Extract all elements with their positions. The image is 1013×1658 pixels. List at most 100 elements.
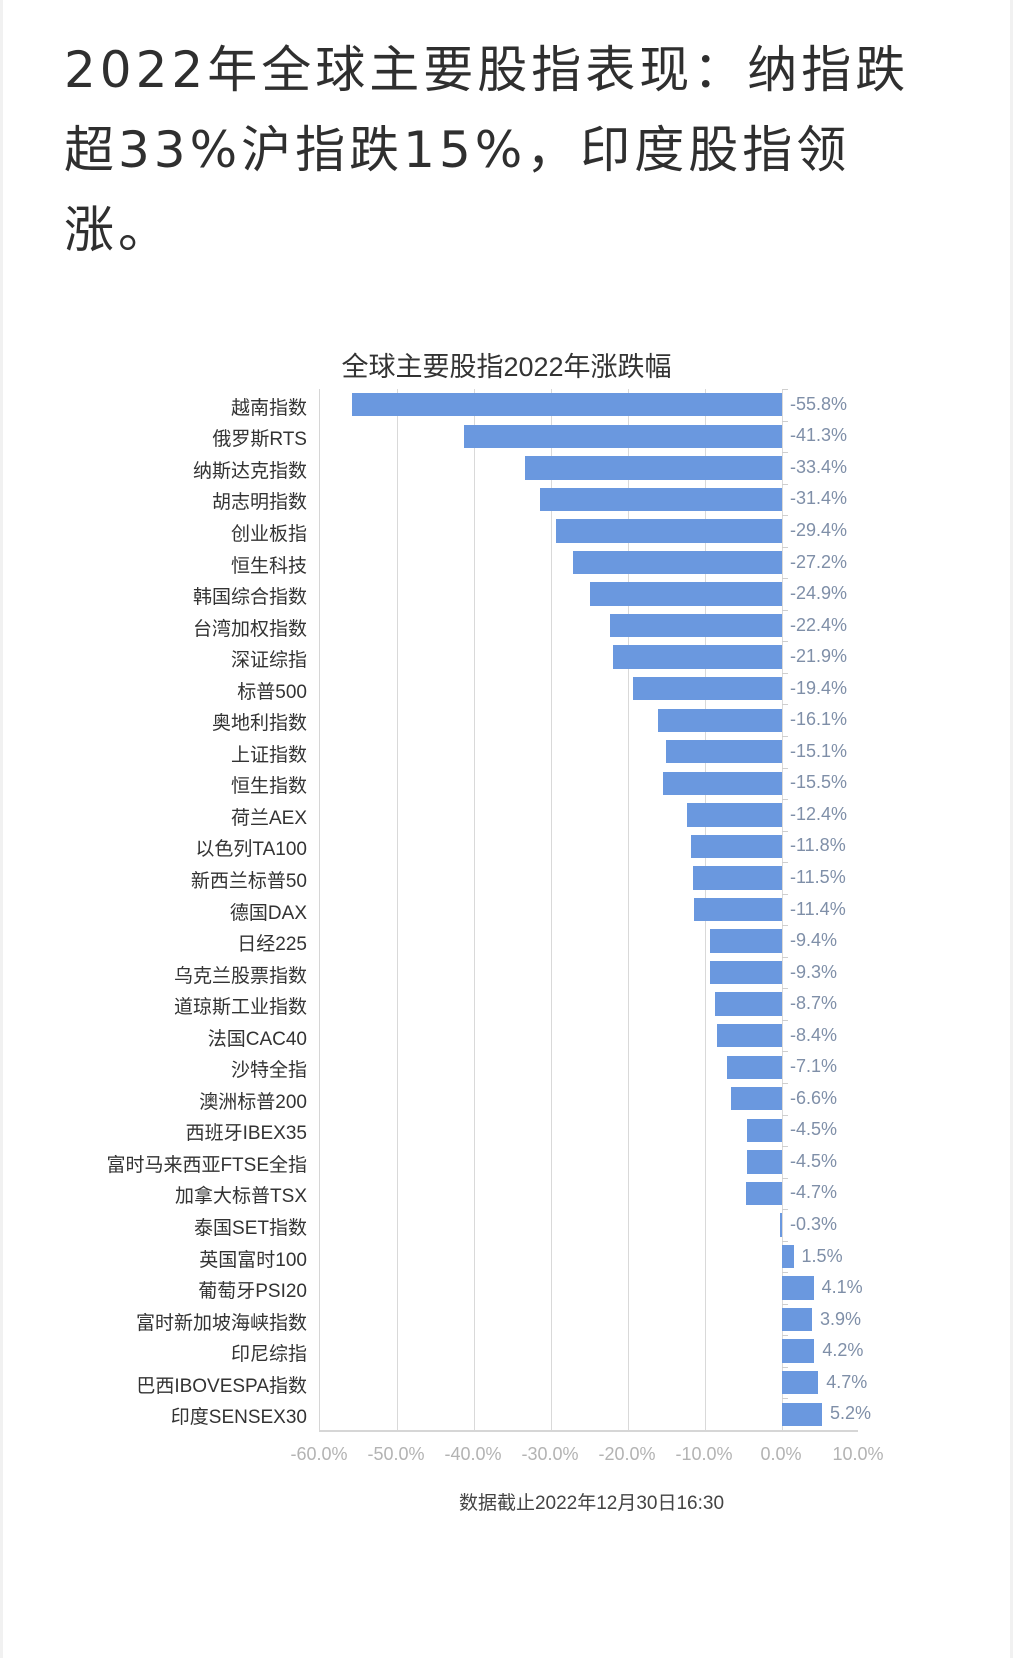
bar bbox=[662, 771, 782, 795]
axis-tick-mark bbox=[782, 799, 788, 801]
category-label: 印度SENSEX30 bbox=[170, 1407, 307, 1429]
category-label: 越南指数 bbox=[230, 397, 307, 419]
axis-tick-mark bbox=[782, 1240, 788, 1242]
value-label: -11.5% bbox=[790, 866, 846, 887]
category-label: 印尼综指 bbox=[230, 1344, 307, 1366]
value-label: -55.8% bbox=[790, 393, 848, 414]
value-label: -9.4% bbox=[790, 930, 838, 951]
value-label: -24.9% bbox=[790, 583, 848, 604]
axis-tick-mark bbox=[782, 1083, 788, 1084]
value-label: -9.3% bbox=[790, 961, 838, 982]
bar bbox=[745, 1181, 782, 1206]
axis-tick-mark bbox=[782, 1272, 788, 1274]
axis-tick-mark bbox=[782, 925, 788, 927]
bar bbox=[747, 1150, 782, 1174]
axis-tick-mark bbox=[782, 893, 788, 895]
bar bbox=[779, 1213, 782, 1237]
category-label: 韩国综合指数 bbox=[192, 587, 307, 609]
bar bbox=[782, 1307, 813, 1332]
axis-tick-mark bbox=[782, 1209, 788, 1211]
value-label: 3.9% bbox=[820, 1308, 862, 1329]
category-label: 深证综指 bbox=[230, 650, 307, 672]
plot-area: -55.8% -41.3% -33.4% -31.4% -29.4% -27.2% -24.… bbox=[319, 389, 871, 1432]
bar bbox=[572, 550, 782, 575]
bar bbox=[524, 456, 782, 480]
bar bbox=[555, 519, 782, 543]
x-tick-label: -30.0% bbox=[521, 1444, 579, 1464]
data-footnote: 数据截止2022年12月30日16:30 bbox=[458, 1493, 725, 1514]
category-label: 日经225 bbox=[237, 934, 307, 956]
category-label: 富时马来西亚FTSE全指 bbox=[106, 1154, 307, 1176]
value-label: -11.8% bbox=[790, 835, 846, 856]
gridline bbox=[474, 389, 475, 1430]
value-label: -21.9% bbox=[790, 646, 848, 667]
category-label: 台湾加权指数 bbox=[192, 618, 307, 640]
axis-tick-mark bbox=[782, 862, 788, 864]
category-label: 乌克兰股票指数 bbox=[173, 965, 307, 987]
category-label: 西班牙IBEX35 bbox=[185, 1123, 307, 1145]
category-label: 英国富时100 bbox=[199, 1249, 307, 1271]
category-label: 上证指数 bbox=[230, 744, 307, 766]
axis-tick-mark bbox=[782, 672, 788, 674]
bar bbox=[658, 708, 782, 732]
value-label: -11.4% bbox=[790, 898, 846, 919]
bar bbox=[463, 424, 782, 448]
category-label: 恒生科技 bbox=[230, 555, 307, 577]
headline: 2022年全球主要股指表现：纳指跌超33%沪指跌15%，印度股指领涨。 bbox=[64, 41, 910, 259]
axis-tick-mark bbox=[782, 1303, 788, 1305]
x-tick-label: -20.0% bbox=[598, 1444, 656, 1464]
axis-tick-mark bbox=[782, 1114, 788, 1116]
bar bbox=[590, 582, 782, 606]
value-label: -8.4% bbox=[790, 1024, 838, 1045]
bar bbox=[715, 992, 782, 1016]
value-label: -12.4% bbox=[790, 803, 848, 824]
x-tick-label: 10.0% bbox=[832, 1444, 884, 1464]
category-label: 沙特全指 bbox=[230, 1060, 307, 1082]
category-label: 新西兰标普50 bbox=[190, 870, 307, 892]
axis-tick-mark bbox=[782, 578, 788, 580]
axis-tick-mark bbox=[782, 1335, 788, 1337]
axis-tick-mark bbox=[782, 609, 788, 611]
category-label: 富时新加坡海峡指数 bbox=[135, 1312, 307, 1334]
x-tick-label: 0.0% bbox=[760, 1444, 802, 1464]
value-label: -8.7% bbox=[790, 993, 838, 1014]
category-label: 奥地利指数 bbox=[211, 713, 307, 735]
axis-tick-mark bbox=[782, 956, 788, 958]
axis-tick-mark bbox=[782, 1366, 788, 1368]
axis-tick-mark bbox=[782, 830, 788, 832]
category-label: 以色列TA100 bbox=[195, 839, 307, 861]
bar bbox=[782, 1371, 819, 1395]
category-label: 道琼斯工业指数 bbox=[173, 997, 307, 1019]
bar bbox=[609, 613, 782, 638]
category-label: 恒生指数 bbox=[230, 776, 307, 798]
value-label: -4.7% bbox=[790, 1182, 838, 1203]
value-label: -15.5% bbox=[790, 772, 848, 793]
bar bbox=[613, 645, 782, 669]
gridline bbox=[782, 389, 783, 1430]
value-label: -31.4% bbox=[790, 488, 848, 509]
value-label: 1.5% bbox=[801, 1245, 843, 1266]
category-label: 法国CAC40 bbox=[207, 1028, 307, 1050]
bar bbox=[693, 866, 782, 890]
bar bbox=[691, 834, 782, 859]
bar bbox=[731, 1087, 782, 1111]
value-label: -27.2% bbox=[790, 551, 848, 572]
bar bbox=[694, 897, 782, 922]
axis-tick-mark bbox=[782, 767, 788, 769]
x-tick-label: -10.0% bbox=[675, 1444, 733, 1464]
axis-tick-mark bbox=[782, 420, 788, 422]
bar bbox=[747, 1118, 782, 1142]
axis-tick-mark bbox=[782, 389, 788, 390]
axis-tick-mark bbox=[782, 483, 788, 485]
chart-title: 全球主要股指2022年涨跌幅 bbox=[341, 352, 672, 382]
value-label: -6.6% bbox=[790, 1087, 838, 1108]
x-tick-label: -60.0% bbox=[290, 1444, 348, 1464]
axis-tick-mark bbox=[782, 988, 788, 990]
value-label: -0.3% bbox=[790, 1213, 838, 1234]
axis-tick-mark bbox=[782, 1177, 788, 1179]
value-label: 5.2% bbox=[830, 1403, 872, 1424]
category-label: 胡志明指数 bbox=[211, 492, 307, 514]
category-label: 德国DAX bbox=[229, 902, 307, 924]
category-label: 标普500 bbox=[237, 681, 307, 703]
